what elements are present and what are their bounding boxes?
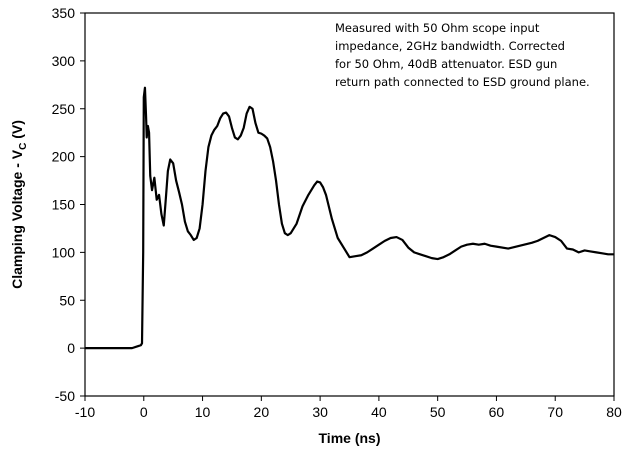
y-tick-label: 150 bbox=[52, 197, 76, 213]
y-tick-label: 350 bbox=[52, 5, 76, 21]
annotation-line-2: impedance, 2GHz bandwidth. Corrected bbox=[335, 39, 565, 53]
y-tick-label: -50 bbox=[55, 388, 75, 404]
annotation-line-3: for 50 Ohm, 40dB attenuator. ESD gun bbox=[335, 57, 557, 71]
y-axis-title-main: Clamping Voltage - V bbox=[9, 149, 25, 289]
x-tick-label: 40 bbox=[371, 404, 387, 420]
y-axis-title-unit: (V) bbox=[9, 120, 25, 143]
x-tick-label: 70 bbox=[547, 404, 563, 420]
y-tick-label: 100 bbox=[52, 244, 76, 260]
x-axis-title: Time (ns) bbox=[319, 430, 381, 446]
y-tick-label: 50 bbox=[59, 292, 75, 308]
annotation-line-4: return path connected to ESD ground plan… bbox=[335, 75, 590, 89]
y-axis-ticks: -50 0 50 100 150 200 250 300 350 bbox=[52, 5, 85, 404]
x-tick-label: -10 bbox=[75, 404, 95, 420]
x-tick-label: 30 bbox=[312, 404, 328, 420]
x-tick-label: 20 bbox=[254, 404, 270, 420]
series-line bbox=[85, 86, 614, 350]
annotation-line-1: Measured with 50 Ohm scope input bbox=[335, 21, 540, 35]
y-tick-label: 300 bbox=[52, 53, 76, 69]
x-tick-label: 60 bbox=[489, 404, 505, 420]
x-tick-label: 50 bbox=[430, 404, 446, 420]
plot-area-frame bbox=[84, 12, 615, 397]
y-tick-label: 250 bbox=[52, 101, 76, 117]
y-axis-title: Clamping Voltage - VC (V) bbox=[9, 120, 29, 289]
y-tick-label: 200 bbox=[52, 149, 76, 165]
y-axis-title-subscript: C bbox=[18, 143, 29, 150]
x-tick-label: 0 bbox=[140, 404, 148, 420]
y-tick-label: 0 bbox=[67, 340, 75, 356]
x-axis-ticks: -10 0 10 20 30 40 50 60 70 80 bbox=[75, 396, 622, 420]
annotation-box: Measured with 50 Ohm scope input impedan… bbox=[335, 21, 590, 89]
x-tick-label: 10 bbox=[195, 404, 211, 420]
x-tick-label: 80 bbox=[606, 404, 622, 420]
